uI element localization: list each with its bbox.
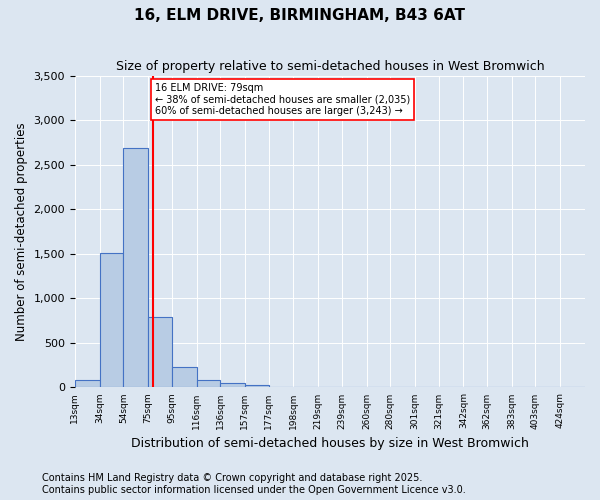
Bar	[172, 367, 197, 388]
Bar	[124, 148, 148, 388]
Bar	[220, 383, 245, 388]
X-axis label: Distribution of semi-detached houses by size in West Bromwich: Distribution of semi-detached houses by …	[131, 437, 529, 450]
Bar	[245, 385, 269, 388]
Bar	[197, 380, 220, 388]
Bar	[269, 386, 293, 388]
Title: Size of property relative to semi-detached houses in West Bromwich: Size of property relative to semi-detach…	[116, 60, 544, 73]
Bar	[148, 317, 172, 388]
Text: 16, ELM DRIVE, BIRMINGHAM, B43 6AT: 16, ELM DRIVE, BIRMINGHAM, B43 6AT	[134, 8, 466, 22]
Bar	[100, 253, 124, 388]
Text: Contains HM Land Registry data © Crown copyright and database right 2025.
Contai: Contains HM Land Registry data © Crown c…	[42, 474, 466, 495]
Y-axis label: Number of semi-detached properties: Number of semi-detached properties	[15, 122, 28, 341]
Bar	[75, 380, 100, 388]
Text: 16 ELM DRIVE: 79sqm
← 38% of semi-detached houses are smaller (2,035)
60% of sem: 16 ELM DRIVE: 79sqm ← 38% of semi-detach…	[155, 82, 410, 116]
